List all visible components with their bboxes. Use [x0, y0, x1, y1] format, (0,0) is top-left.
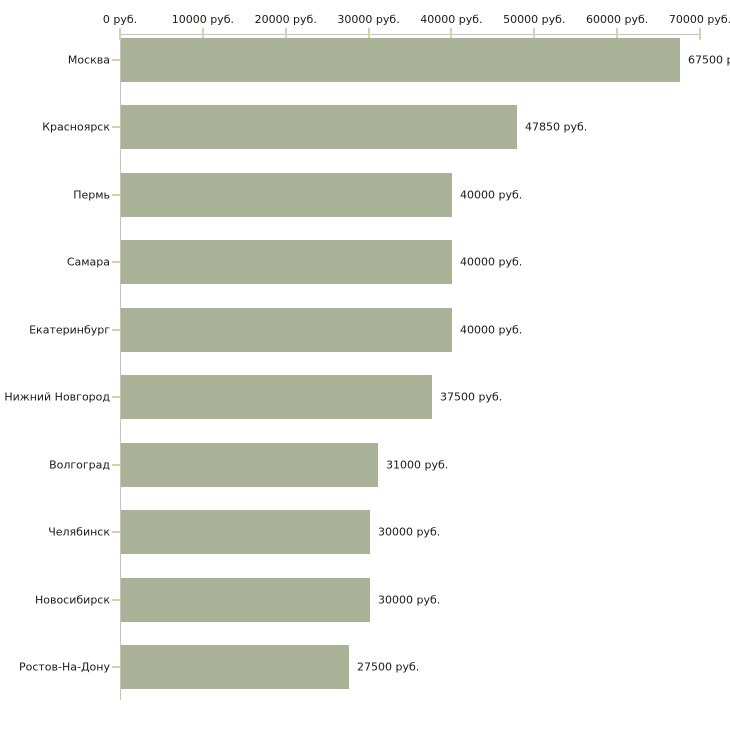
bar [121, 510, 370, 554]
x-axis-tick [201, 28, 204, 40]
bar [121, 578, 370, 622]
x-axis-tick [284, 28, 287, 40]
category-tick [112, 396, 120, 399]
x-axis-tick-label: 70000 руб. [668, 13, 730, 26]
category-label: Москва [67, 53, 110, 67]
x-axis-tick-label: 40000 руб. [420, 13, 483, 26]
category-tick [112, 193, 120, 196]
bar [121, 443, 378, 487]
bar [121, 375, 432, 419]
bar [121, 645, 349, 689]
x-axis-tick-label: 30000 руб. [337, 13, 400, 26]
value-label: 30000 руб. [378, 525, 441, 539]
x-axis-tick-label: 50000 руб. [503, 13, 566, 26]
x-axis-tick [367, 28, 370, 40]
value-label: 27500 руб. [357, 660, 420, 674]
category-tick [112, 126, 120, 129]
x-axis-tick [616, 28, 619, 40]
x-axis-tick [450, 28, 453, 40]
value-label: 40000 руб. [460, 323, 523, 337]
bar [121, 240, 452, 284]
category-label: Волгоград [49, 458, 110, 472]
x-axis-tick [699, 28, 701, 40]
category-tick [112, 261, 120, 264]
category-tick [112, 328, 120, 331]
bar [121, 308, 452, 352]
category-label: Самара [66, 255, 110, 269]
category-label: Пермь [73, 188, 110, 202]
y-axis-line [120, 34, 121, 700]
category-tick [112, 59, 120, 61]
category-label: Нижний Новгород [4, 390, 110, 404]
x-axis-tick-label: 60000 руб. [586, 13, 649, 26]
category-tick [112, 463, 120, 466]
value-label: 30000 руб. [378, 593, 441, 607]
x-axis-tick-label: 0 руб. [102, 13, 138, 26]
bar [121, 173, 452, 217]
category-label: Ростов-На-Дону [18, 660, 110, 674]
x-axis-tick-label: 20000 руб. [254, 13, 317, 26]
value-label: 67500 р [688, 53, 730, 67]
bar [121, 38, 680, 82]
bar [121, 105, 517, 149]
category-tick [112, 531, 120, 534]
category-tick [112, 666, 120, 669]
value-label: 47850 руб. [525, 120, 588, 134]
value-label: 37500 руб. [440, 390, 503, 404]
category-tick [112, 598, 120, 601]
category-label: Красноярск [42, 120, 110, 134]
value-label: 40000 руб. [460, 255, 523, 269]
x-axis-tick [533, 28, 536, 40]
category-label: Екатеринбург [29, 323, 110, 337]
x-axis-tick-label: 10000 руб. [171, 13, 234, 26]
x-axis-tick [119, 28, 121, 40]
value-label: 40000 руб. [460, 188, 523, 202]
x-axis-line [120, 34, 700, 35]
value-label: 31000 руб. [386, 458, 449, 472]
category-label: Новосибирск [34, 593, 110, 607]
category-label: Челябинск [48, 525, 110, 539]
